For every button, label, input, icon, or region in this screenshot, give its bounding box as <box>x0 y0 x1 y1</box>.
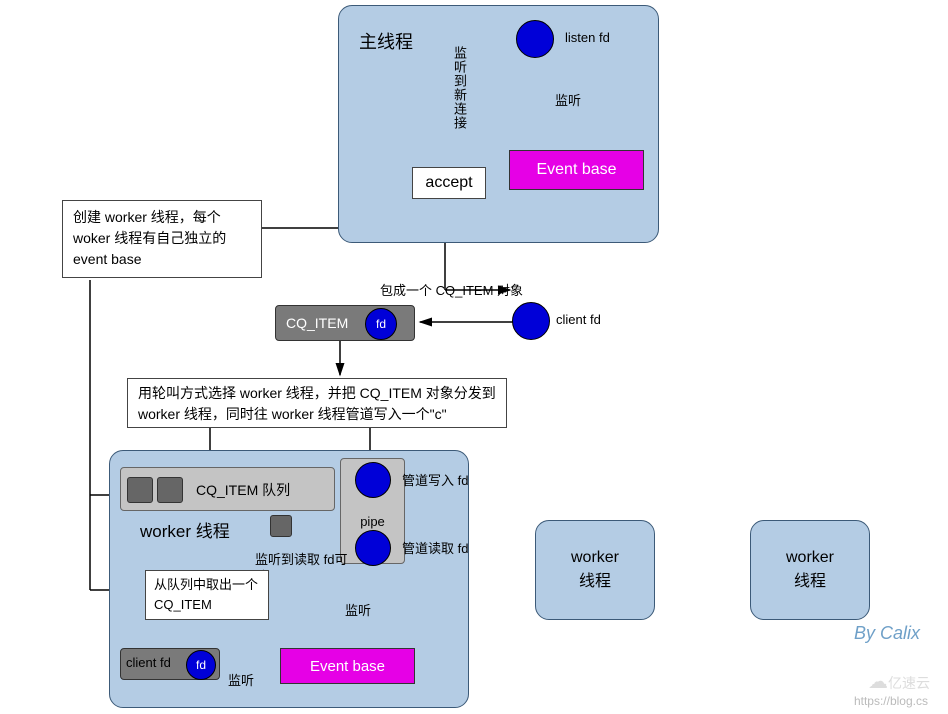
worker-event-base: Event base <box>280 648 415 684</box>
main-thread-container: 主线程 <box>338 5 659 243</box>
read-ready-label: 监听到读取 fd可读 <box>255 552 353 586</box>
worker-listen-label-1: 监听 <box>345 600 371 619</box>
dispatch-text-box: 用轮叫方式选择 worker 线程，并把 CQ_ITEM 对象分发到 worke… <box>127 378 507 428</box>
cq-item-fd-label: fd <box>376 317 386 331</box>
create-worker-text-label: 创建 worker 线程，每个woker 线程有自己独立的 event base <box>73 209 226 267</box>
cloud-logo-text: 亿速云 <box>888 675 930 691</box>
pipe-write-fd-label: 管道写入 fd <box>402 470 468 489</box>
client-fd-circle <box>512 302 550 340</box>
listen-label: 监听 <box>555 90 581 109</box>
accept-box: accept <box>412 167 486 199</box>
dispatch-text-label: 用轮叫方式选择 worker 线程，并把 CQ_ITEM 对象分发到 worke… <box>138 385 496 422</box>
accept-label: accept <box>425 174 472 192</box>
queue-label: CQ_ITEM 队列 <box>196 480 290 500</box>
create-worker-text: 创建 worker 线程，每个woker 线程有自己独立的 event base <box>62 200 262 278</box>
dequeue-label: 从队列中取出一个 CQ_ITEM <box>154 577 258 612</box>
worker-listen-label-2: 监听 <box>228 670 254 689</box>
cq-item-pack-label: 包成一个 CQ_ITEM 对象 <box>380 280 523 299</box>
main-event-base-label: Event base <box>536 161 616 179</box>
worker-fd-label: fd <box>196 658 206 672</box>
small-worker-1-label: worker 线程 <box>571 549 619 591</box>
main-event-base: Event base <box>509 150 644 190</box>
small-worker-1: worker 线程 <box>535 520 655 620</box>
worker-event-base-label: Event base <box>310 658 385 675</box>
watermark-url: https://blog.cs <box>854 694 928 708</box>
listen-fd-label: listen fd <box>565 30 610 45</box>
worker-thread-title: worker 线程 <box>140 517 230 542</box>
listen-fd-circle <box>516 20 554 58</box>
queue-square-2 <box>157 477 183 503</box>
main-thread-title: 主线程 <box>359 28 413 54</box>
by-calix: By Calix <box>854 623 920 644</box>
cq-item-label: CQ_ITEM <box>286 315 348 331</box>
queue-small-square <box>270 515 292 537</box>
new-conn-label: 监听到新连接 <box>450 46 469 130</box>
pipe-write-fd-circle <box>355 462 391 498</box>
small-worker-2: worker 线程 <box>750 520 870 620</box>
queue-square-1 <box>127 477 153 503</box>
pipe-read-fd-label: 管道读取 fd <box>402 538 468 557</box>
small-worker-2-label: worker 线程 <box>786 549 834 591</box>
pipe-read-fd-circle <box>355 530 391 566</box>
worker-fd-circle: fd <box>186 650 216 680</box>
cq-item-fd-circle: fd <box>365 308 397 340</box>
cq-item-queue: CQ_ITEM 队列 <box>120 467 335 511</box>
dequeue-box: 从队列中取出一个 CQ_ITEM <box>145 570 269 620</box>
worker-client-fd-label: client fd <box>126 655 171 670</box>
cloud-logo: ☁亿速云 <box>868 669 930 694</box>
pipe-label: pipe <box>360 514 385 529</box>
client-fd-label: client fd <box>556 312 601 327</box>
